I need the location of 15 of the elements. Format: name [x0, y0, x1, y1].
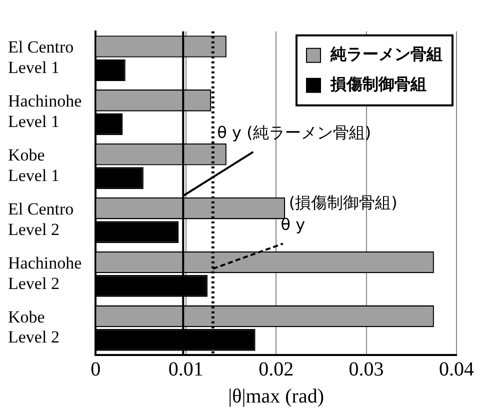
x-tick-label: 0.04: [439, 358, 474, 380]
x-tick-label: 0.01: [168, 358, 204, 380]
y-tick-label: El Centro Level 2: [8, 199, 74, 239]
y-tick-label: Hachinohe Level 2: [8, 253, 82, 293]
y-tick-label: Kobe Level 1: [8, 146, 60, 185]
legend-label: 純ラーメン骨組: [330, 44, 442, 64]
y-tick-label: Hachinohe Level 1: [8, 92, 82, 131]
ref-line-label: θ y (純ラーメン骨組): [217, 123, 372, 142]
x-axis-title: |θ|max (rad): [228, 385, 324, 408]
x-tick-label: 0: [90, 358, 101, 380]
legend-label: 損傷制御骨組: [330, 74, 426, 94]
y-tick-label: Kobe Level 2: [8, 307, 60, 347]
x-tick-label: 0.02: [258, 358, 294, 380]
x-tick-label: 0.03: [348, 358, 384, 380]
y-tick-label: El Centro Level 1: [8, 38, 74, 78]
